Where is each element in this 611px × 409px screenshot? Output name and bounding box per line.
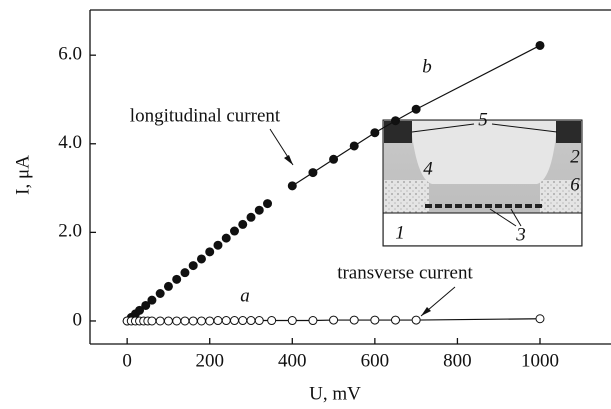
data-point xyxy=(147,295,157,305)
data-point xyxy=(172,274,182,284)
data-point xyxy=(180,268,190,278)
data-point xyxy=(213,316,223,326)
inset-label: 6 xyxy=(570,174,580,195)
pointer xyxy=(411,123,475,133)
data-point xyxy=(267,316,277,326)
series-label: b xyxy=(422,56,432,77)
data-point xyxy=(155,289,165,299)
data-point xyxy=(180,316,190,326)
inset-contact xyxy=(384,121,412,143)
data-point xyxy=(349,315,359,325)
data-point xyxy=(188,261,198,271)
data-point xyxy=(141,300,151,310)
inset-label: 3 xyxy=(515,224,526,245)
data-point xyxy=(163,316,173,326)
data-point xyxy=(263,199,273,209)
arrow-head xyxy=(284,155,293,165)
inset-label: 2 xyxy=(570,146,580,167)
data-point xyxy=(329,315,339,325)
x-axis-label: U, mV xyxy=(309,383,361,404)
inset-contact xyxy=(556,121,581,143)
data-point xyxy=(254,316,264,326)
pointer xyxy=(510,208,522,227)
data-point xyxy=(254,205,264,215)
data-point xyxy=(147,316,157,326)
data-point xyxy=(329,154,339,164)
x-tick-label: 400 xyxy=(278,350,307,371)
x-tick-label: 1000 xyxy=(521,350,559,371)
data-point xyxy=(229,226,239,236)
data-point xyxy=(246,212,256,222)
inset-trench xyxy=(412,121,556,184)
x-tick-label: 800 xyxy=(443,350,472,371)
pointer xyxy=(491,123,558,133)
inset-label: 4 xyxy=(423,158,433,179)
arrow-head xyxy=(421,307,431,316)
inset-substrate xyxy=(384,213,581,245)
data-point xyxy=(196,316,206,326)
data-point xyxy=(205,247,215,257)
data-point xyxy=(221,233,231,243)
data-point xyxy=(349,141,359,151)
data-point xyxy=(390,116,400,126)
inset-region xyxy=(384,180,429,213)
data-point xyxy=(411,104,421,114)
inset: 1 2 3 4 5 6 xyxy=(382,109,583,247)
data-point xyxy=(238,219,248,229)
data-point xyxy=(196,254,206,264)
data-point xyxy=(135,305,145,315)
data-point xyxy=(308,168,318,178)
data-point xyxy=(370,128,380,138)
data-point xyxy=(370,315,380,325)
data-point xyxy=(163,281,173,291)
data-point xyxy=(390,315,400,325)
x-tick-label: 600 xyxy=(361,350,390,371)
y-tick-label: 6.0 xyxy=(58,44,82,65)
data-point xyxy=(205,316,215,326)
inset-label: 5 xyxy=(478,109,488,130)
data-point xyxy=(308,316,318,326)
data-point xyxy=(411,315,421,325)
data-point xyxy=(172,316,182,326)
data-point xyxy=(287,181,297,191)
y-tick-label: 0 xyxy=(73,309,83,330)
pointer xyxy=(489,208,517,227)
data-point xyxy=(238,316,248,326)
data-point xyxy=(213,240,223,250)
annotation: transverse current xyxy=(337,262,473,283)
y-axis-label: I, μA xyxy=(12,155,33,195)
data-point xyxy=(246,316,256,326)
x-tick-label: 0 xyxy=(122,350,132,371)
inset-region xyxy=(540,180,581,213)
data-point xyxy=(221,316,231,326)
x-tick-label: 200 xyxy=(195,350,224,371)
y-tick-label: 2.0 xyxy=(58,221,82,242)
series-label: a xyxy=(240,285,250,306)
data-point xyxy=(535,314,545,324)
data-point xyxy=(229,316,239,326)
data-point xyxy=(535,40,545,50)
data-point xyxy=(155,316,165,326)
annotation: longitudinal current xyxy=(130,105,281,126)
data-point xyxy=(287,316,297,326)
data-point xyxy=(188,316,198,326)
inset-label: 1 xyxy=(395,222,405,243)
y-tick-label: 4.0 xyxy=(58,132,82,153)
